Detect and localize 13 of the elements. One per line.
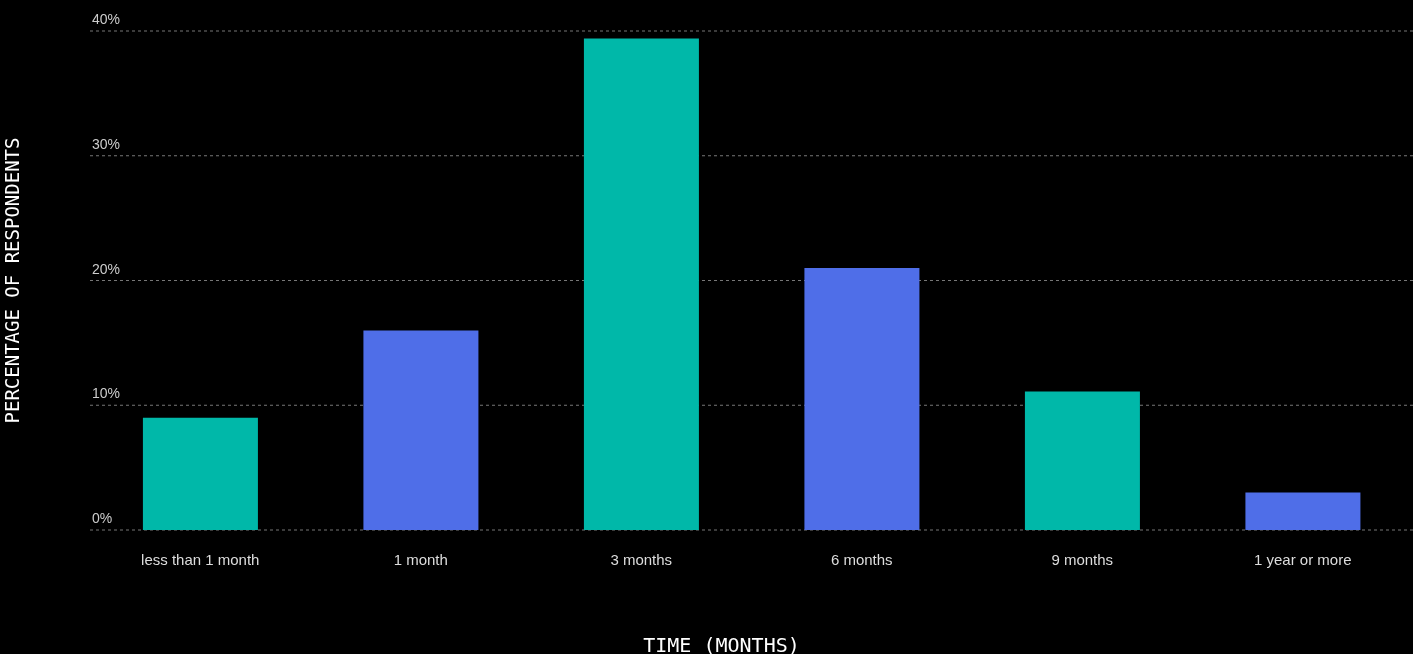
y-tick-label: 40% bbox=[92, 11, 121, 27]
y-axis-title: PERCENTAGE OF RESPONDENTS bbox=[0, 137, 23, 424]
x-tick-label: 1 year or more bbox=[1253, 550, 1352, 568]
x-tick-label: less than 1 month bbox=[141, 550, 260, 568]
x-tick-label: 1 month bbox=[393, 550, 448, 568]
y-tick-label: 10% bbox=[92, 385, 121, 402]
y-tick-label: 0% bbox=[92, 510, 113, 526]
x-tick-label: 3 months bbox=[610, 550, 673, 568]
x-tick-label: 6 months bbox=[830, 550, 893, 568]
y-tick-label: 30% bbox=[92, 135, 121, 152]
y-tick-label: 20% bbox=[92, 260, 121, 277]
x-axis-title: TIME (MONTHS) bbox=[643, 633, 800, 654]
x-tick-label: 9 months bbox=[1051, 550, 1114, 568]
